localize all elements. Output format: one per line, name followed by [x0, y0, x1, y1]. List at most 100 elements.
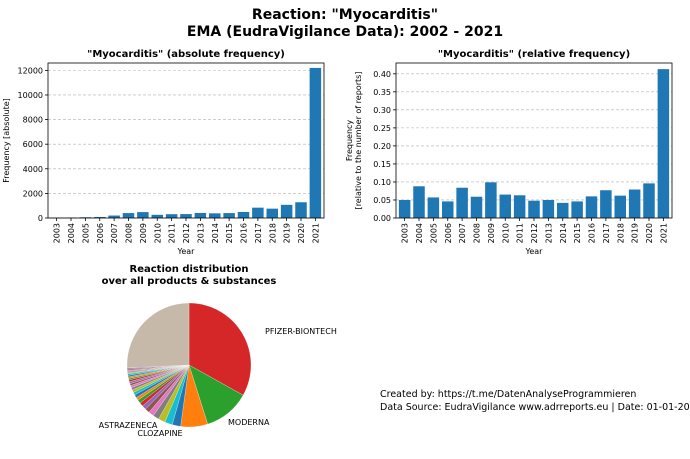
bar-2016: [585, 196, 598, 218]
bar-2017: [252, 207, 264, 218]
pie-label-astrazeneca: ASTRAZENECA: [99, 421, 158, 430]
y-tick-label: 0.05: [373, 196, 391, 205]
pie-label-clozapine: CLOZAPINE: [137, 429, 182, 438]
x-tick-label: 2019: [283, 223, 292, 243]
bar-2021: [657, 69, 670, 219]
bar-2009: [485, 182, 497, 218]
x-tick-label: 2015: [225, 223, 234, 243]
bar-2015: [571, 201, 583, 218]
bar-2012: [528, 200, 540, 218]
x-tick-label: 2007: [458, 223, 467, 243]
x-tick-label: 2003: [53, 223, 62, 243]
bar-2006: [94, 217, 106, 218]
x-tick-label: 2004: [67, 223, 76, 243]
bar-2010: [499, 194, 511, 218]
x-tick-label: 2020: [297, 223, 306, 243]
pie-title-line: Reaction distribution: [130, 264, 249, 275]
y-tick-label: 0.15: [373, 160, 391, 169]
x-tick-label: 2008: [125, 223, 134, 243]
bar-2009: [137, 212, 149, 218]
chart-title: "Myocarditis" (relative frequency): [438, 49, 630, 60]
chart-title: "Myocarditis" (absolute frequency): [87, 49, 285, 60]
x-tick-label: 2012: [182, 223, 191, 243]
bar-2007: [108, 215, 120, 218]
x-tick-label: 2006: [444, 223, 453, 243]
figure-title-line1: Reaction: "Myocarditis": [252, 7, 438, 23]
x-tick-label: 2005: [429, 223, 438, 243]
bar-2020: [295, 202, 307, 218]
bar-2017: [600, 190, 612, 218]
x-tick-label: 2006: [96, 223, 105, 243]
bar-2014: [209, 213, 221, 218]
y-tick-label: 12000: [18, 66, 43, 75]
x-tick-label: 2013: [544, 223, 553, 243]
x-tick-label: 2016: [240, 223, 249, 243]
y-tick-label: 0: [38, 214, 43, 223]
x-tick-label: 2009: [487, 223, 496, 243]
y-axis-label: Frequency [absolute]: [2, 98, 11, 183]
bar-2012: [180, 214, 192, 218]
x-tick-label: 2014: [559, 223, 568, 243]
x-tick-label: 2021: [659, 223, 668, 243]
x-tick-label: 2005: [81, 223, 90, 243]
y-tick-label: 0.30: [373, 106, 391, 115]
y-tick-label: 0.00: [373, 214, 391, 223]
x-tick-label: 2018: [616, 223, 625, 243]
pie-label-moderna: MODERNA: [228, 418, 270, 427]
x-tick-label: 2016: [588, 223, 597, 243]
x-tick-label: 2013: [196, 223, 205, 243]
axes-frame: [47, 62, 325, 219]
y-tick-label: 0.40: [373, 70, 391, 79]
y-tick-label: 10000: [18, 91, 43, 100]
bar-2011: [165, 214, 178, 218]
y-tick-label: 8000: [23, 116, 43, 125]
y-tick-label: 0.10: [373, 178, 391, 187]
credit-created-by: Created by: https://t.me/DatenAnalysePro…: [380, 389, 637, 400]
figure-title-line2: EMA (EudraVigilance Data): 2002 - 2021: [187, 24, 503, 40]
x-tick-label: 2007: [110, 223, 119, 243]
relative-frequency-chart: "Myocarditis" (relative frequency) 0.00 0.…: [345, 49, 673, 256]
bar-2015: [223, 213, 235, 218]
axes-frame: [395, 62, 673, 219]
bar-2014: [557, 202, 569, 218]
x-axis-label: Year: [525, 247, 544, 256]
x-tick-label: 2010: [153, 223, 162, 243]
x-tick-label: 2011: [516, 223, 525, 243]
bar-2019: [628, 189, 641, 218]
absolute-frequency-chart: "Myocarditis" (absolute frequency) 0 2000 4…: [2, 49, 325, 256]
x-tick-label: 2012: [530, 223, 539, 243]
bar-2013: [194, 212, 207, 218]
bar-2018: [614, 195, 626, 218]
y-axis-label: [relative to the number of reports]: [354, 72, 363, 210]
bar-2011: [513, 195, 526, 218]
bar-2013: [542, 199, 555, 218]
bar-2021: [309, 67, 322, 219]
x-tick-label: 2019: [631, 223, 640, 243]
x-tick-label: 2003: [401, 223, 410, 243]
x-tick-label: 2011: [168, 223, 177, 243]
x-tick-label: 2014: [211, 223, 220, 243]
x-tick-label: 2010: [501, 223, 510, 243]
bar-2010: [151, 214, 163, 218]
y-tick-label: 0.20: [373, 142, 391, 151]
y-tick-label: 0.25: [373, 124, 391, 133]
bar-2004: [413, 186, 425, 218]
bar-2018: [266, 208, 278, 218]
x-tick-label: 2017: [254, 223, 263, 243]
credit-data-source: Data Source: EudraVigilance www.adrrepor…: [380, 402, 690, 413]
bar-2019: [280, 204, 293, 218]
y-tick-label: 4000: [23, 165, 43, 174]
bar-2008: [122, 213, 135, 218]
bar-2007: [456, 187, 468, 218]
pie-label-pfizer-biontech: PFIZER-BIONTECH: [265, 327, 337, 336]
bar-2006: [442, 201, 454, 218]
x-tick-label: 2004: [415, 223, 424, 243]
y-tick-label: 0.35: [373, 88, 391, 97]
y-axis-label: Frequency: [345, 120, 354, 162]
bar-2005: [427, 197, 440, 218]
x-tick-label: 2009: [139, 223, 148, 243]
bar-2020: [643, 183, 655, 218]
x-axis-label: Year: [177, 247, 196, 256]
x-tick-label: 2021: [311, 223, 320, 243]
